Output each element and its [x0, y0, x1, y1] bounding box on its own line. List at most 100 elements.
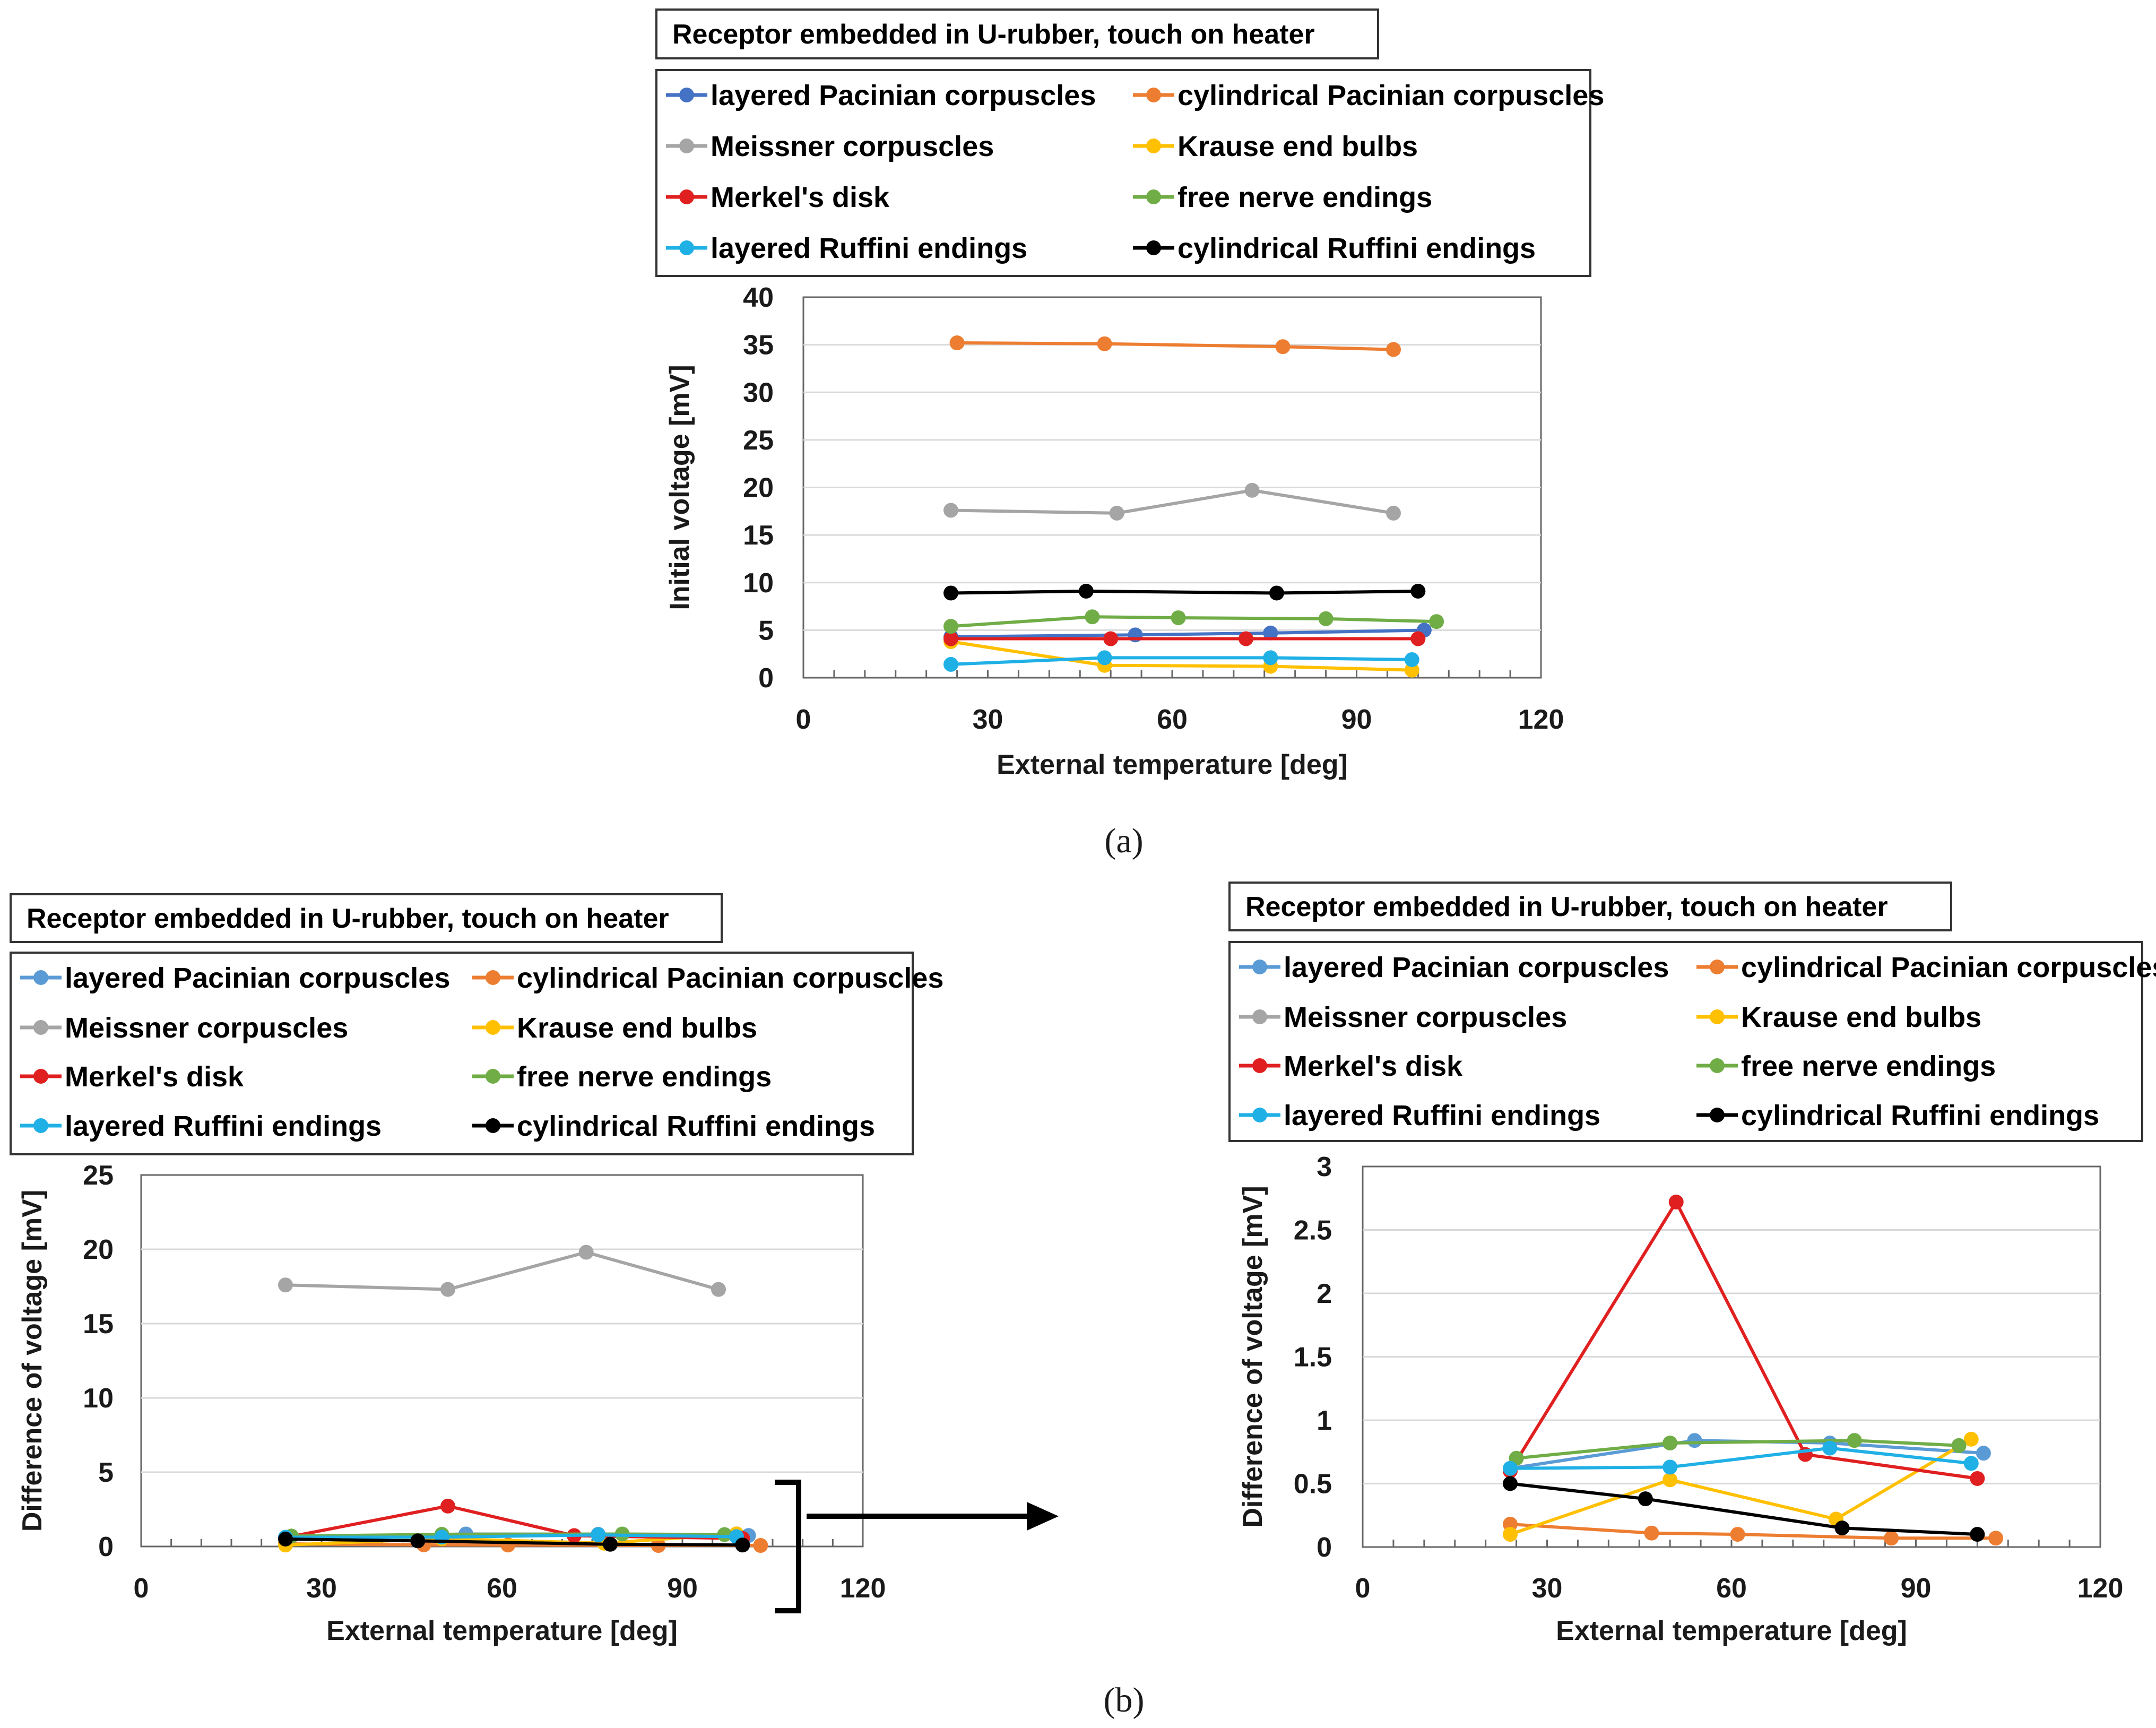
data-point	[1244, 482, 1260, 498]
x-tick-label: 90	[667, 1573, 698, 1604]
legend-item: free nerve endings	[472, 1061, 772, 1093]
data-point	[1404, 652, 1419, 667]
series-line	[950, 640, 1412, 672]
legend-label: cylindrical Ruffini endings	[517, 1110, 875, 1142]
legend-item: cylindrical Ruffini endings	[1133, 232, 1536, 264]
data-point	[1109, 505, 1124, 521]
series-line	[1510, 1482, 1978, 1536]
legend-marker	[486, 1020, 500, 1035]
y-tick-label: 0	[98, 1532, 114, 1562]
data-point	[717, 1527, 732, 1542]
legend-label: cylindrical Ruffini endings	[1177, 232, 1536, 264]
legend-marker	[1710, 960, 1725, 974]
chart-title: Receptor embedded in U-rubber, touch on …	[1245, 892, 1888, 922]
x-tick-label: 30	[973, 704, 1003, 735]
data-point	[1847, 1433, 1862, 1448]
series-line	[957, 341, 1394, 351]
legend-item: cylindrical Ruffini endings	[1696, 1100, 2099, 1131]
x-axis-label: External temperature [deg]	[997, 749, 1348, 780]
data-point	[1663, 1459, 1678, 1475]
data-point	[410, 1533, 426, 1549]
legend-item: layered Ruffini endings	[666, 232, 1027, 264]
legend-marker	[486, 1118, 500, 1133]
data-point	[1963, 1431, 1979, 1447]
legend-item: Krause end bulbs	[472, 1012, 757, 1044]
y-tick-label: 1	[1317, 1405, 1332, 1436]
data-point	[278, 1277, 293, 1293]
x-tick-label: 90	[1341, 704, 1372, 735]
series	[943, 583, 1426, 601]
data-point	[1730, 1527, 1745, 1542]
data-point	[1884, 1531, 1899, 1546]
x-tick-label: 60	[487, 1573, 517, 1604]
legend-marker	[679, 139, 694, 153]
x-axis-label: External temperature [deg]	[1556, 1615, 1907, 1646]
data-point	[1410, 631, 1426, 646]
series-line	[1509, 1198, 1978, 1480]
x-tick-label: 90	[1901, 1573, 1932, 1604]
legend-label: cylindrical Pacinian corpuscles	[517, 962, 943, 994]
y-tick-label: 2.5	[1294, 1215, 1332, 1246]
x-tick-label: 120	[2077, 1573, 2124, 1604]
legend-box	[10, 952, 914, 1155]
legend-marker	[1146, 240, 1161, 255]
data-point	[1503, 1476, 1518, 1491]
legend-label: layered Pacinian corpuscles	[1284, 952, 1669, 983]
legend-marker	[1710, 1058, 1725, 1073]
series	[943, 631, 1426, 646]
y-tick-label: 30	[743, 377, 774, 408]
data-point	[943, 503, 958, 518]
data-point	[578, 1245, 594, 1260]
legend-label: layered Ruffini endings	[711, 232, 1027, 264]
data-point	[1687, 1433, 1702, 1448]
data-point	[1822, 1440, 1838, 1456]
legend-label: Meissner corpuscles	[1284, 1001, 1567, 1033]
legend-marker	[33, 1069, 48, 1084]
series-line	[285, 1533, 737, 1539]
series-line	[950, 656, 1412, 666]
legend-label: Krause end bulbs	[517, 1012, 757, 1044]
series	[1503, 1476, 1985, 1542]
legend-marker	[1252, 1009, 1267, 1024]
legend-marker	[33, 1118, 48, 1133]
x-tick-label: 30	[306, 1573, 337, 1604]
chart-b-left: Receptor embedded in U-rubber, touch on …	[10, 893, 943, 1646]
legend-label: cylindrical Ruffini endings	[1741, 1100, 2099, 1131]
panel-label-a: (a)	[1104, 822, 1143, 860]
panel-label-b: (b)	[1104, 1681, 1145, 1720]
chart-title: Receptor embedded in U-rubber, touch on …	[27, 903, 669, 934]
legend-marker	[1146, 189, 1161, 204]
legend-label: free nerve endings	[1741, 1050, 1996, 1082]
data-point	[1503, 1461, 1518, 1476]
y-axis-label: Difference of voltage [mV]	[17, 1190, 48, 1532]
legend-item: Merkel's disk	[666, 182, 890, 213]
legend-item: cylindrical Ruffini endings	[472, 1110, 875, 1142]
legend-item: cylindrical Pacinian corpuscles	[1696, 952, 2156, 983]
y-tick-label: 25	[743, 425, 774, 456]
y-tick-label: 0	[758, 663, 774, 694]
legend-item: layered Pacinian corpuscles	[20, 962, 450, 994]
data-point	[1097, 336, 1112, 351]
data-point	[735, 1537, 750, 1553]
data-point	[1085, 609, 1100, 625]
y-axis-label: Initial voltage [mV]	[664, 365, 695, 610]
legend-label: Meissner corpuscles	[711, 131, 994, 162]
y-tick-label: 3	[1317, 1152, 1332, 1182]
x-tick-label: 60	[1157, 704, 1188, 735]
legend-item: layered Ruffini endings	[1239, 1100, 1600, 1131]
series	[943, 482, 1401, 521]
legend-label: free nerve endings	[1177, 182, 1432, 213]
data-point	[440, 1498, 455, 1514]
legend-item: Krause end bulbs	[1133, 131, 1418, 162]
data-point	[1410, 583, 1426, 599]
x-tick-label: 60	[1716, 1573, 1747, 1604]
legend-marker	[679, 189, 694, 204]
data-point	[1644, 1525, 1659, 1541]
legend-marker	[1252, 1058, 1267, 1073]
series-line	[950, 628, 1424, 638]
legend-marker	[1252, 1108, 1267, 1122]
series	[1509, 1433, 1967, 1466]
y-tick-label: 20	[83, 1234, 114, 1265]
data-point	[1976, 1446, 1991, 1461]
legend-item: Krause end bulbs	[1696, 1001, 1981, 1033]
